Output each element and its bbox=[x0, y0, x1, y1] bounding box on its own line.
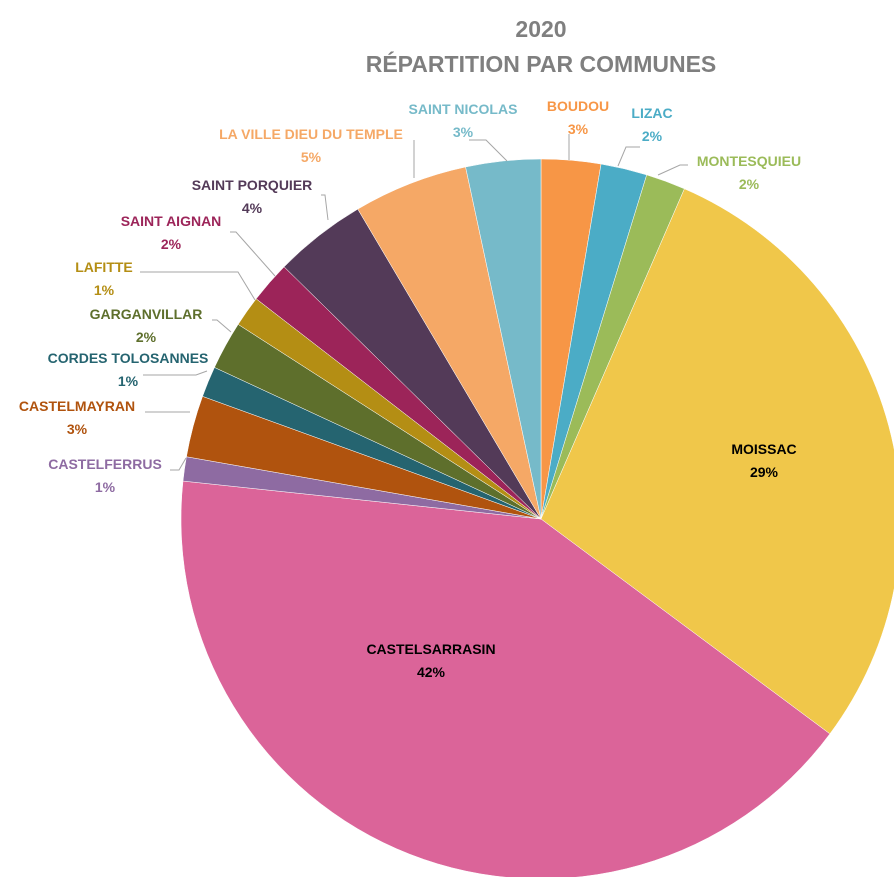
slice-label-moissac: MOISSAC bbox=[731, 441, 796, 457]
slice-percent-castelferrus: 1% bbox=[95, 479, 116, 495]
slice-label-castelsarrasin: CASTELSARRASIN bbox=[366, 641, 495, 657]
slice-label-lizac: LIZAC bbox=[631, 105, 672, 121]
slice-percent-moissac: 29% bbox=[750, 464, 779, 480]
leader-line-saint-aignan bbox=[230, 231, 276, 277]
slice-percent-cordes-tolosannes: 1% bbox=[118, 373, 139, 389]
leader-line-saint-porquier bbox=[321, 194, 329, 221]
leader-line-montesquieu bbox=[657, 164, 688, 176]
pie-slices bbox=[180, 158, 894, 877]
slice-label-saint-nicolas: SAINT NICOLAS bbox=[409, 101, 518, 117]
leader-line-saint-nicolas bbox=[469, 139, 508, 162]
leader-line-castelferrus bbox=[170, 457, 187, 471]
leader-line-cordes-tolosannes bbox=[143, 370, 208, 376]
slice-label-boudou: BOUDOU bbox=[547, 98, 609, 114]
slice-label-montesquieu: MONTESQUIEU bbox=[697, 153, 801, 169]
slice-percent-la-ville-dieu-du-temple: 5% bbox=[301, 149, 322, 165]
slice-percent-boudou: 3% bbox=[568, 121, 589, 137]
slice-percent-saint-porquier: 4% bbox=[242, 200, 263, 216]
slice-percent-saint-nicolas: 3% bbox=[453, 124, 474, 140]
pie-slice-moissac bbox=[540, 188, 894, 735]
slice-percent-garganvillar: 2% bbox=[136, 329, 157, 345]
chart-title: 2020 bbox=[515, 16, 566, 42]
leader-line-garganvillar bbox=[212, 319, 232, 333]
slice-labels: BOUDOU 3% LIZAC 2% MONTESQUIEU 2% MOISSAC 29% CA… bbox=[19, 98, 801, 680]
slice-label-saint-aignan: SAINT AIGNAN bbox=[121, 213, 222, 229]
slice-percent-lizac: 2% bbox=[642, 128, 663, 144]
slice-percent-lafitte: 1% bbox=[94, 282, 115, 298]
slice-percent-saint-aignan: 2% bbox=[161, 236, 182, 252]
pie-slice-castelsarrasin bbox=[180, 480, 831, 877]
leader-lines bbox=[140, 134, 688, 471]
slice-percent-castelmayran: 3% bbox=[67, 421, 88, 437]
slice-label-castelmayran: CASTELMAYRAN bbox=[19, 398, 135, 414]
leader-line-lizac bbox=[617, 146, 640, 167]
slice-label-la-ville-dieu-du-temple: LA VILLE DIEU DU TEMPLE bbox=[219, 126, 403, 142]
slice-label-garganvillar: GARGANVILLAR bbox=[90, 306, 203, 322]
chart-subtitle: RÉPARTITION PAR COMMUNES bbox=[366, 50, 717, 77]
slice-label-lafitte: LAFITTE bbox=[75, 259, 133, 275]
slice-label-castelferrus: CASTELFERRUS bbox=[48, 456, 162, 472]
slice-percent-montesquieu: 2% bbox=[739, 176, 760, 192]
slice-label-cordes-tolosannes: CORDES TOLOSANNES bbox=[48, 350, 209, 366]
leader-line-lafitte bbox=[140, 271, 256, 301]
slice-percent-castelsarrasin: 42% bbox=[417, 664, 446, 680]
slice-label-saint-porquier: SAINT PORQUIER bbox=[192, 177, 313, 193]
pie-slice-saint-nicolas bbox=[465, 158, 542, 520]
